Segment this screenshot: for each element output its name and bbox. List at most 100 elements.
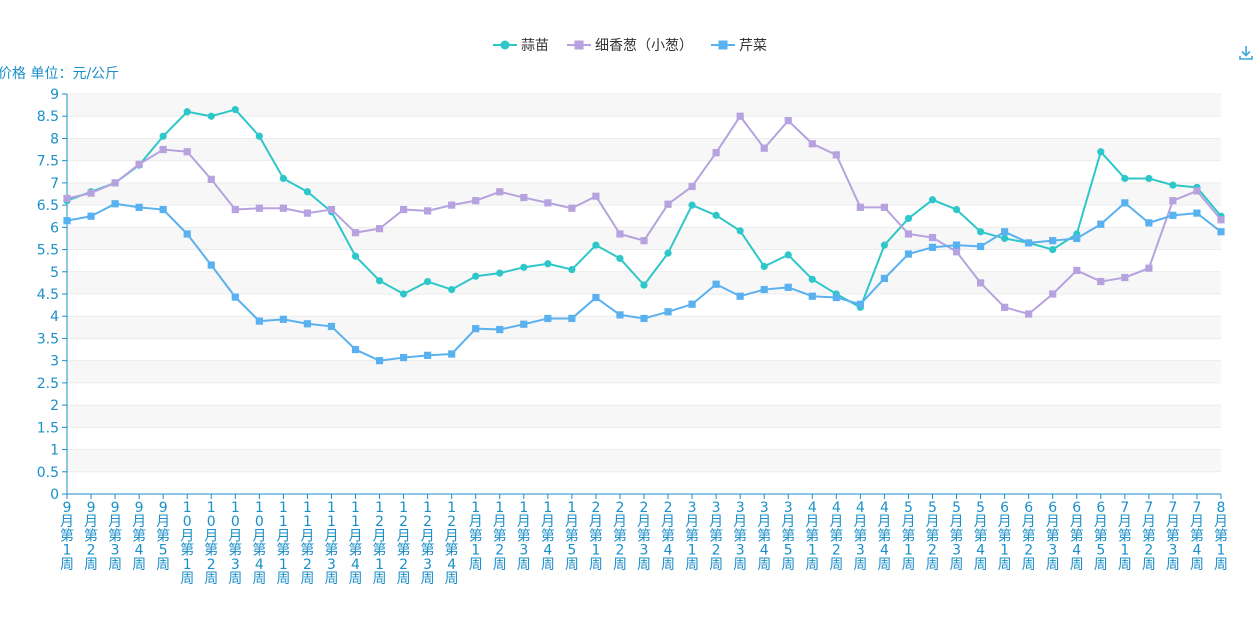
- data-point[interactable]: [808, 275, 816, 283]
- data-point[interactable]: [327, 322, 336, 331]
- data-point[interactable]: [1169, 197, 1177, 205]
- data-point[interactable]: [928, 233, 937, 242]
- data-point[interactable]: [952, 205, 961, 214]
- data-point[interactable]: [760, 144, 768, 152]
- data-point[interactable]: [712, 280, 720, 288]
- data-point[interactable]: [351, 229, 360, 237]
- data-point[interactable]: [1145, 174, 1153, 183]
- data-point[interactable]: [496, 269, 504, 277]
- data-point[interactable]: [279, 174, 287, 183]
- data-point[interactable]: [856, 300, 864, 308]
- data-point[interactable]: [976, 228, 985, 236]
- data-point[interactable]: [472, 197, 480, 205]
- data-point[interactable]: [784, 283, 792, 291]
- data-point[interactable]: [688, 182, 696, 191]
- data-point[interactable]: [1001, 234, 1009, 243]
- data-point[interactable]: [640, 237, 648, 245]
- data-point[interactable]: [1217, 228, 1225, 236]
- data-point[interactable]: [111, 179, 119, 187]
- data-point[interactable]: [736, 292, 744, 300]
- data-point[interactable]: [880, 274, 889, 283]
- legend-item[interactable]: 蒜苗: [493, 38, 549, 54]
- data-point[interactable]: [1049, 290, 1057, 298]
- data-point[interactable]: [904, 214, 913, 223]
- data-point[interactable]: [424, 207, 432, 215]
- data-point[interactable]: [568, 204, 576, 212]
- data-point[interactable]: [568, 314, 576, 323]
- data-point[interactable]: [880, 241, 889, 249]
- data-point[interactable]: [688, 201, 696, 209]
- data-point[interactable]: [1049, 237, 1057, 245]
- data-point[interactable]: [1121, 273, 1129, 282]
- data-point[interactable]: [808, 292, 816, 300]
- data-point[interactable]: [1025, 239, 1033, 247]
- data-point[interactable]: [111, 200, 119, 208]
- data-point[interactable]: [279, 315, 287, 323]
- data-point[interactable]: [183, 108, 191, 116]
- data-point[interactable]: [832, 151, 840, 159]
- data-point[interactable]: [760, 262, 768, 271]
- data-point[interactable]: [375, 277, 384, 285]
- data-point[interactable]: [832, 293, 840, 302]
- data-point[interactable]: [255, 317, 263, 325]
- data-point[interactable]: [1169, 181, 1177, 189]
- data-point[interactable]: [616, 311, 624, 319]
- data-point[interactable]: [1121, 199, 1129, 207]
- data-point[interactable]: [904, 250, 913, 258]
- data-point[interactable]: [159, 132, 167, 140]
- data-point[interactable]: [1193, 187, 1201, 195]
- data-point[interactable]: [303, 209, 312, 217]
- data-point[interactable]: [640, 314, 648, 323]
- data-point[interactable]: [736, 112, 744, 120]
- data-point[interactable]: [472, 272, 480, 280]
- data-point[interactable]: [1217, 216, 1225, 224]
- data-point[interactable]: [928, 243, 937, 251]
- data-point[interactable]: [592, 241, 600, 249]
- data-point[interactable]: [448, 285, 456, 294]
- data-point[interactable]: [351, 252, 360, 260]
- data-point[interactable]: [207, 175, 215, 183]
- legend-item[interactable]: 芹菜: [711, 38, 767, 54]
- data-point[interactable]: [327, 205, 336, 214]
- data-point[interactable]: [159, 205, 167, 214]
- data-point[interactable]: [760, 285, 768, 294]
- data-point[interactable]: [63, 194, 71, 203]
- data-point[interactable]: [712, 211, 720, 219]
- data-point[interactable]: [952, 241, 961, 249]
- data-point[interactable]: [183, 148, 191, 156]
- data-point[interactable]: [375, 357, 384, 365]
- data-point[interactable]: [472, 325, 480, 333]
- data-point[interactable]: [424, 277, 432, 286]
- data-point[interactable]: [976, 279, 985, 287]
- data-point[interactable]: [712, 149, 720, 157]
- data-point[interactable]: [1073, 266, 1081, 275]
- data-point[interactable]: [399, 290, 408, 298]
- data-point[interactable]: [880, 203, 889, 211]
- data-point[interactable]: [207, 261, 215, 269]
- data-point[interactable]: [856, 203, 864, 211]
- data-point[interactable]: [808, 140, 816, 148]
- data-point[interactable]: [279, 204, 287, 212]
- data-point[interactable]: [255, 204, 263, 212]
- data-point[interactable]: [1169, 211, 1177, 219]
- data-point[interactable]: [1145, 219, 1153, 227]
- data-point[interactable]: [928, 196, 937, 204]
- data-point[interactable]: [688, 300, 696, 308]
- data-point[interactable]: [63, 217, 71, 225]
- data-point[interactable]: [544, 314, 552, 323]
- data-point[interactable]: [1097, 220, 1105, 228]
- data-point[interactable]: [303, 320, 312, 328]
- data-point[interactable]: [664, 308, 672, 316]
- data-point[interactable]: [952, 248, 961, 256]
- data-point[interactable]: [231, 205, 239, 214]
- data-point[interactable]: [1001, 228, 1009, 236]
- data-point[interactable]: [1025, 310, 1033, 318]
- data-point[interactable]: [183, 230, 191, 238]
- data-point[interactable]: [592, 293, 600, 302]
- data-point[interactable]: [399, 205, 408, 214]
- data-point[interactable]: [375, 225, 384, 233]
- data-point[interactable]: [616, 230, 624, 238]
- data-point[interactable]: [1073, 234, 1081, 243]
- data-point[interactable]: [544, 199, 552, 207]
- data-point[interactable]: [207, 112, 215, 120]
